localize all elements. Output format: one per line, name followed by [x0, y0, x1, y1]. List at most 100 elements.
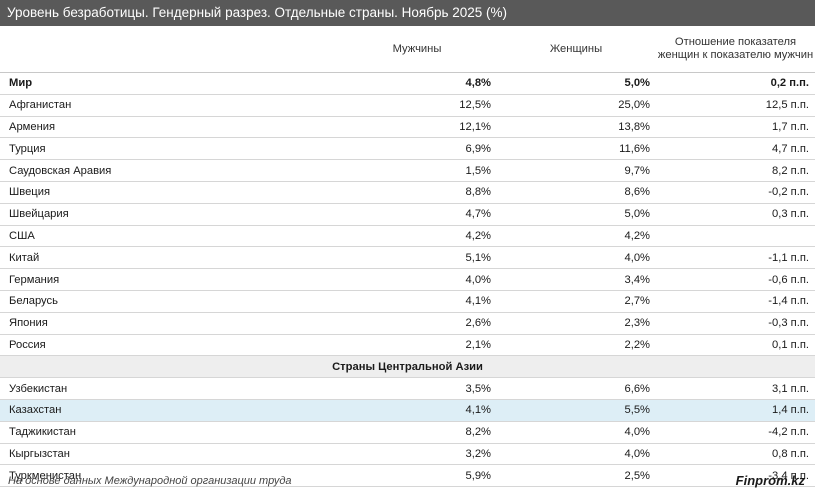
table-row: США 4,2% 4,2% — [0, 225, 815, 248]
table-row: Армения 12,1% 13,8% 1,7 п.п. — [0, 116, 815, 139]
ratio-value: 0,1 п.п. — [656, 334, 815, 357]
unemployment-table: Мир 4,8% 5,0% 0,2 п.п. Афганистан 12,5% 25… — [0, 72, 815, 488]
ratio-value: 3,1 п.п. — [656, 377, 815, 400]
table-row: Швеция 8,8% 8,6% -0,2 п.п. — [0, 181, 815, 204]
brand-logo-text: Finprom.kz — [735, 473, 805, 488]
table-row: Таджикистан 8,2% 4,0% -4,2 п.п. — [0, 421, 815, 444]
table-row: Турция 6,9% 11,6% 4,7 п.п. — [0, 137, 815, 161]
ratio-value: -3,4 п.п. — [656, 464, 815, 488]
country-name: Казахстан — [0, 399, 338, 422]
ratio-value: 0,2 п.п. — [656, 72, 815, 95]
women-value: 4,0% — [497, 421, 656, 444]
country-name: Швеция — [0, 181, 338, 204]
ratio-value: -0,3 п.п. — [656, 312, 815, 335]
column-header-men: Мужчины — [392, 42, 442, 55]
table-row: Япония 2,6% 2,3% -0,3 п.п. — [0, 312, 815, 335]
table-title: Уровень безработицы. Гендерный разрез. О… — [0, 0, 815, 26]
men-value: 8,2% — [338, 421, 497, 444]
ratio-value: -4,2 п.п. — [656, 421, 815, 444]
table-row: Китай 5,1% 4,0% -1,1 п.п. — [0, 246, 815, 270]
table-row: Афганистан 12,5% 25,0% 12,5 п.п. — [0, 94, 815, 117]
women-value: 8,6% — [497, 181, 656, 204]
section-title: Страны Центральной Азии — [0, 355, 815, 379]
country-name: Беларусь — [0, 290, 338, 313]
men-value: 6,9% — [338, 137, 497, 161]
table-row: Кыргызстан 3,2% 4,0% 0,8 п.п. — [0, 443, 815, 466]
country-name: Турция — [0, 137, 338, 161]
table-row: Узбекистан 3,5% 6,6% 3,1 п.п. — [0, 377, 815, 400]
men-value: 4,1% — [338, 399, 497, 422]
women-value: 2,5% — [497, 464, 656, 488]
section-row-central-asia: Страны Центральной Азии — [0, 355, 815, 379]
country-name: Мир — [0, 72, 338, 95]
ratio-value: -0,6 п.п. — [656, 268, 815, 291]
women-value: 6,6% — [497, 377, 656, 400]
men-value: 4,2% — [338, 225, 497, 248]
column-header-women: Женщины — [549, 42, 603, 55]
table-body: Мир 4,8% 5,0% 0,2 п.п. Афганистан 12,5% 25… — [0, 72, 815, 488]
men-value: 3,2% — [338, 443, 497, 466]
women-value: 25,0% — [497, 94, 656, 117]
ratio-value — [656, 225, 815, 248]
ratio-value: -1,4 п.п. — [656, 290, 815, 313]
men-value: 4,7% — [338, 203, 497, 226]
column-header-ratio: Отношение показателя женщин к показателю… — [657, 36, 814, 61]
women-value: 4,0% — [497, 443, 656, 466]
men-value: 12,5% — [338, 94, 497, 117]
country-name: Армения — [0, 116, 338, 139]
country-name: США — [0, 225, 338, 248]
source-note: На основе данных Международной организац… — [8, 475, 292, 487]
men-value: 4,8% — [338, 72, 497, 95]
ratio-value: -0,2 п.п. — [656, 181, 815, 204]
women-value: 9,7% — [497, 159, 656, 182]
women-value: 5,5% — [497, 399, 656, 422]
ratio-value: 0,3 п.п. — [656, 203, 815, 226]
women-value: 11,6% — [497, 137, 656, 161]
ratio-value: 12,5 п.п. — [656, 94, 815, 117]
table-row: Германия 4,0% 3,4% -0,6 п.п. — [0, 268, 815, 291]
women-value: 4,0% — [497, 246, 656, 270]
country-name: Туркменистан — [0, 464, 338, 488]
country-name: Россия — [0, 334, 338, 357]
country-name: Таджикистан — [0, 421, 338, 444]
men-value: 3,5% — [338, 377, 497, 400]
women-value: 3,4% — [497, 268, 656, 291]
women-value: 2,3% — [497, 312, 656, 335]
men-value: 2,1% — [338, 334, 497, 357]
men-value: 1,5% — [338, 159, 497, 182]
men-value: 4,1% — [338, 290, 497, 313]
women-value: 4,2% — [497, 225, 656, 248]
country-name: Узбекистан — [0, 377, 338, 400]
country-name: Саудовская Аравия — [0, 159, 338, 182]
men-value: 4,0% — [338, 268, 497, 291]
table-row: Швейцария 4,7% 5,0% 0,3 п.п. — [0, 203, 815, 226]
country-name: Япония — [0, 312, 338, 335]
men-value: 8,8% — [338, 181, 497, 204]
ratio-value: 8,2 п.п. — [656, 159, 815, 182]
women-value: 13,8% — [497, 116, 656, 139]
women-value: 5,0% — [497, 72, 656, 95]
table-row: Туркменистан 5,9% 2,5% -3,4 п.п. — [0, 464, 815, 488]
men-value: 12,1% — [338, 116, 497, 139]
ratio-value: 1,7 п.п. — [656, 116, 815, 139]
women-value: 5,0% — [497, 203, 656, 226]
country-name: Китай — [0, 246, 338, 270]
table-row: Саудовская Аравия 1,5% 9,7% 8,2 п.п. — [0, 159, 815, 182]
men-value: 5,9% — [338, 464, 497, 488]
country-name: Кыргызстан — [0, 443, 338, 466]
table-row: Беларусь 4,1% 2,7% -1,4 п.п. — [0, 290, 815, 313]
women-value: 2,7% — [497, 290, 656, 313]
table-row: Россия 2,1% 2,2% 0,1 п.п. — [0, 334, 815, 357]
table-row-world: Мир 4,8% 5,0% 0,2 п.п. — [0, 72, 815, 95]
ratio-value: -1,1 п.п. — [656, 246, 815, 270]
country-name: Германия — [0, 268, 338, 291]
women-value: 2,2% — [497, 334, 656, 357]
men-value: 2,6% — [338, 312, 497, 335]
men-value: 5,1% — [338, 246, 497, 270]
table-header: Мужчины Женщины Отношение показателя жен… — [0, 26, 815, 72]
country-name: Афганистан — [0, 94, 338, 117]
ratio-value: 0,8 п.п. — [656, 443, 815, 466]
ratio-value: 4,7 п.п. — [656, 137, 815, 161]
ratio-value: 1,4 п.п. — [656, 399, 815, 422]
table-row: Казахстан 4,1% 5,5% 1,4 п.п. — [0, 399, 815, 422]
